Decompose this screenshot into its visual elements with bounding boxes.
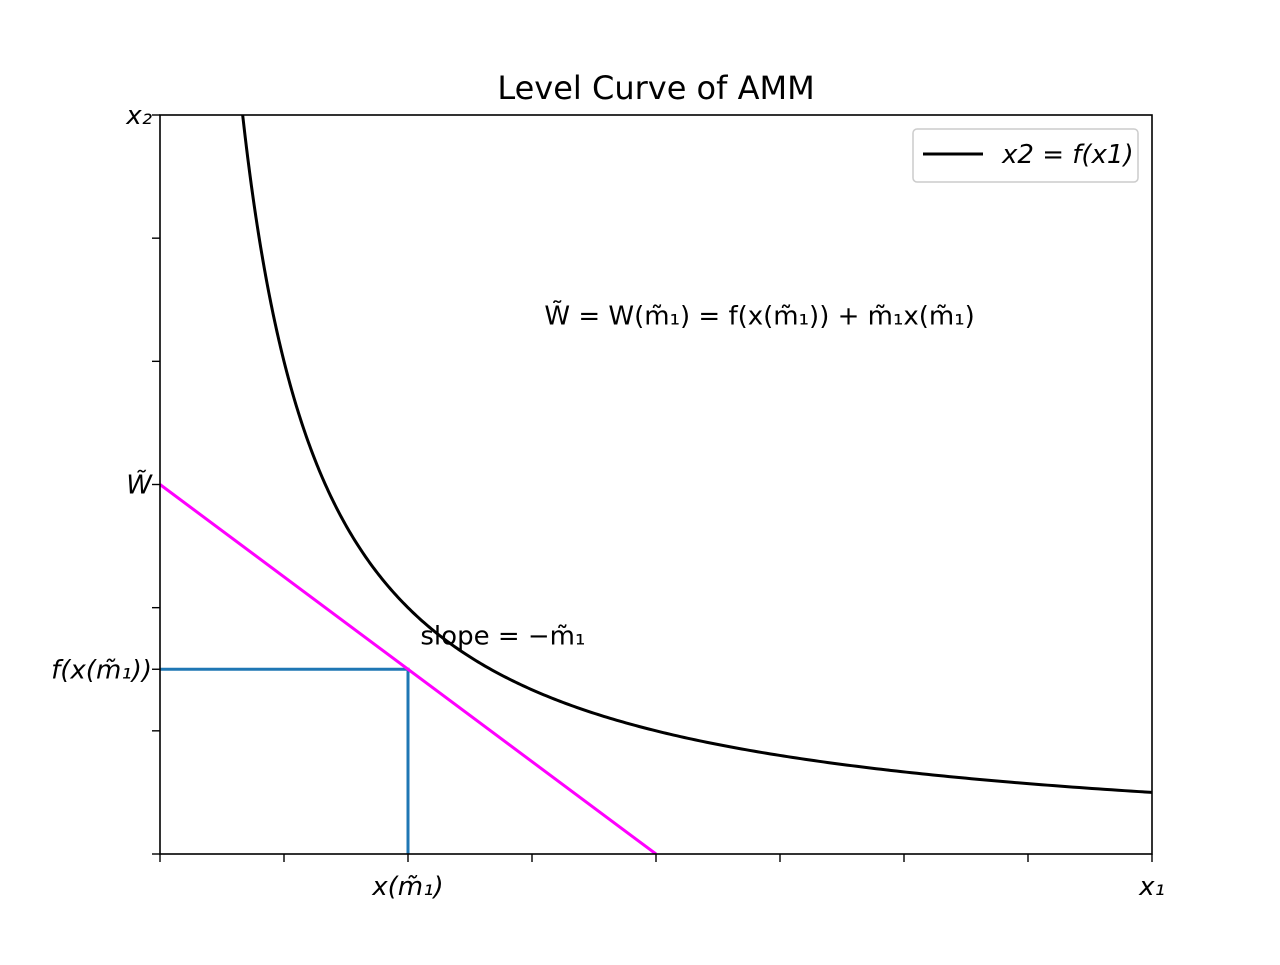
plot-area: x(m̃₁) x₁ f(x(m̃₁)) W̃ x₂ W̃ = W(m̃₁) = f(x(m…	[51, 101, 1165, 902]
legend-label: x2 = f(x1)	[1001, 140, 1134, 170]
y-tick-label: f(x(m̃₁))	[51, 655, 152, 685]
level-curve	[241, 115, 1152, 794]
legend-box	[912, 128, 1139, 183]
legend: x2 = f(x1)	[912, 128, 1139, 183]
plot-content	[160, 115, 1152, 854]
x-tick-label: x(m̃₁)	[371, 872, 443, 902]
annotation: slope = −m̃₁	[420, 622, 585, 652]
x-tick-label: x₁	[1138, 872, 1165, 902]
chart-title: Level Curve of AMM	[497, 69, 814, 107]
y-tick-label: W̃	[126, 469, 153, 501]
tangent-line	[160, 483, 657, 854]
annotation: W̃ = W(m̃₁) = f(x(m̃₁)) + m̃₁x(m̃₁)	[544, 300, 974, 332]
y-tick-label: x₂	[125, 101, 152, 131]
